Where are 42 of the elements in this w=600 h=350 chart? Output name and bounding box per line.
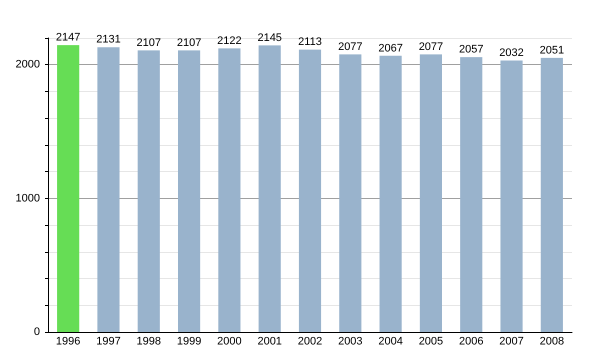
data-label: 2032	[499, 46, 524, 59]
data-label: 2131	[96, 34, 121, 46]
x-tick-label: 1996	[56, 336, 80, 348]
data-label: 2107	[136, 36, 162, 49]
x-tick-label: 2001	[257, 336, 282, 348]
data-label: 2113	[298, 36, 322, 48]
y-tick-label: 0	[34, 326, 40, 338]
data-label: 2077	[418, 40, 444, 53]
data-label: 2107	[176, 36, 202, 49]
data-label: 2077	[338, 40, 363, 53]
data-label: 2122	[217, 34, 242, 47]
x-tick-label: 1999	[176, 336, 202, 348]
x-tick-label: 2007	[499, 336, 524, 348]
bar	[218, 48, 240, 332]
data-label: 2067	[378, 42, 403, 54]
bar	[298, 50, 322, 332]
data-label: 2051	[540, 44, 564, 56]
bar	[339, 54, 362, 332]
bar	[258, 45, 281, 332]
data-label: 2057	[458, 44, 484, 56]
bar	[460, 57, 482, 332]
data-label: 2145	[257, 32, 282, 44]
x-tick-label: 1997	[96, 336, 121, 348]
bar	[540, 58, 563, 332]
x-tick-label: 2006	[458, 336, 484, 348]
bar	[97, 47, 120, 332]
bar	[178, 50, 200, 332]
x-tick-label: 1998	[136, 336, 162, 348]
bar	[138, 50, 160, 332]
bar	[420, 54, 442, 332]
x-tick-label: 2003	[338, 336, 363, 348]
x-tick-label: 2000	[217, 336, 242, 348]
x-tick-label: 2002	[298, 336, 322, 348]
x-tick-label: 2008	[540, 336, 564, 348]
bar	[57, 45, 80, 332]
y-tick-label: 1000	[16, 192, 40, 204]
x-tick-label: 2005	[418, 336, 444, 348]
data-label: 2147	[56, 32, 80, 44]
y-tick-label: 2000	[16, 58, 40, 71]
bar	[380, 56, 402, 332]
bar	[500, 60, 523, 332]
x-tick-label: 2004	[378, 336, 403, 348]
